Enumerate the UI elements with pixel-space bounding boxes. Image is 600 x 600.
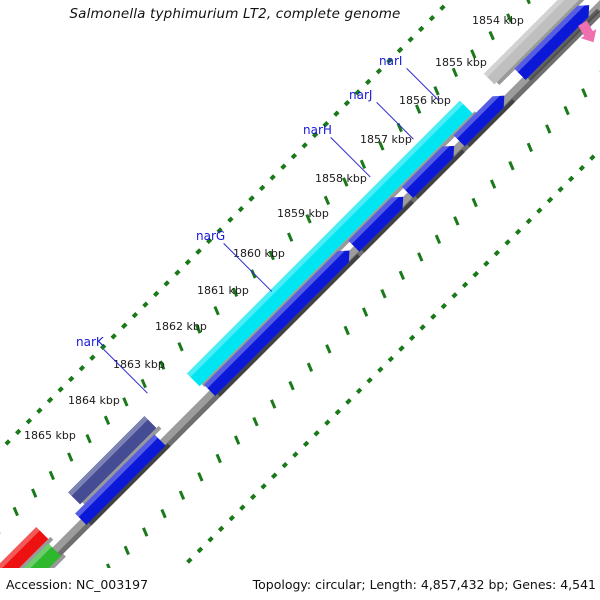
tick-dash: [233, 435, 240, 446]
tick-dash: [343, 325, 350, 336]
tick-dash: [323, 196, 330, 206]
coordinate-label: 1865 kbp: [24, 429, 76, 442]
coordinate-label: 1864 kbp: [68, 394, 120, 407]
tick-dash: [361, 307, 368, 317]
tick-dash: [270, 399, 277, 409]
coordinate-label: 1856 kbp: [399, 94, 451, 107]
gene-highlight: [204, 245, 347, 388]
tick-dash: [488, 31, 495, 41]
status-bar: Accession: NC_003197 Topology: circular;…: [0, 568, 600, 600]
page-title: Salmonella typhimurium LT2, complete gen…: [0, 6, 600, 22]
tick-dash: [398, 271, 405, 281]
coordinate-label: 1863 kbp: [113, 358, 165, 371]
gene-name-label-narG[interactable]: narG: [196, 229, 226, 243]
tick-dash: [435, 234, 441, 244]
tick-dash: [122, 397, 129, 407]
tick-dash: [252, 417, 258, 427]
tick-dash: [524, 0, 531, 5]
tick-dash: [160, 508, 167, 519]
blue-gene-narG[interactable]: [204, 245, 361, 397]
page-title-text: Salmonella typhimurium LT2, complete gen…: [69, 6, 401, 22]
tick-dash: [30, 488, 37, 499]
gene-name-label-narH[interactable]: narH: [303, 123, 332, 137]
tick-dash: [142, 527, 149, 537]
guide-rail-lower: [69, 55, 600, 600]
tick-dash: [213, 305, 220, 316]
tick-dash: [453, 216, 460, 226]
tick-dash: [49, 470, 55, 480]
tick-dash: [451, 67, 458, 78]
tick-dash: [581, 88, 588, 98]
tick-dash: [197, 472, 203, 482]
tick-dash: [489, 179, 496, 189]
tick-dash: [288, 380, 295, 391]
gene-name-label-narI[interactable]: narI: [379, 54, 403, 68]
tick-dash: [123, 545, 130, 555]
tick-dash: [325, 344, 332, 354]
pink-arrow-icon[interactable]: [578, 18, 600, 44]
coordinate-label: 1859 kbp: [277, 207, 329, 220]
tick-dash: [85, 434, 92, 444]
tick-dash: [178, 490, 185, 500]
coordinate-label: 1854 kbp: [472, 14, 524, 27]
tick-dash: [471, 197, 478, 208]
gene-name-label-narJ[interactable]: narJ: [349, 88, 373, 102]
tick-dash: [286, 232, 293, 242]
tick-row-lower: [31, 17, 600, 600]
genome-meta-text: Topology: circular; Length: 4,857,432 bp…: [252, 577, 596, 592]
tick-dash: [380, 289, 386, 299]
tick-dash: [416, 252, 423, 263]
tick-dash: [177, 342, 183, 352]
tick-dash: [12, 507, 19, 517]
coordinate-label: 1860 kbp: [233, 247, 285, 260]
coordinate-label: 1858 kbp: [315, 172, 367, 185]
gene-label-leader-line: [103, 349, 148, 394]
tick-dash: [306, 362, 313, 372]
coordinate-label: 1862 kbp: [155, 320, 207, 333]
coordinate-label: 1855 kbp: [435, 56, 487, 69]
gene-highlight: [186, 100, 464, 378]
coordinate-label: 1857 kbp: [360, 133, 412, 146]
tick-dash: [215, 454, 222, 464]
tick-dash: [563, 106, 570, 116]
coordinate-label: 1861 kbp: [197, 284, 249, 297]
tick-dash: [508, 161, 515, 171]
tick-dash: [103, 415, 110, 425]
tick-dash: [544, 124, 551, 134]
accession-text: Accession: NC_003197: [6, 577, 149, 592]
gene-body: [204, 245, 355, 396]
tick-dash: [526, 142, 533, 153]
gene-name-label-narK[interactable]: narK: [76, 335, 104, 349]
tick-dash: [67, 452, 74, 462]
